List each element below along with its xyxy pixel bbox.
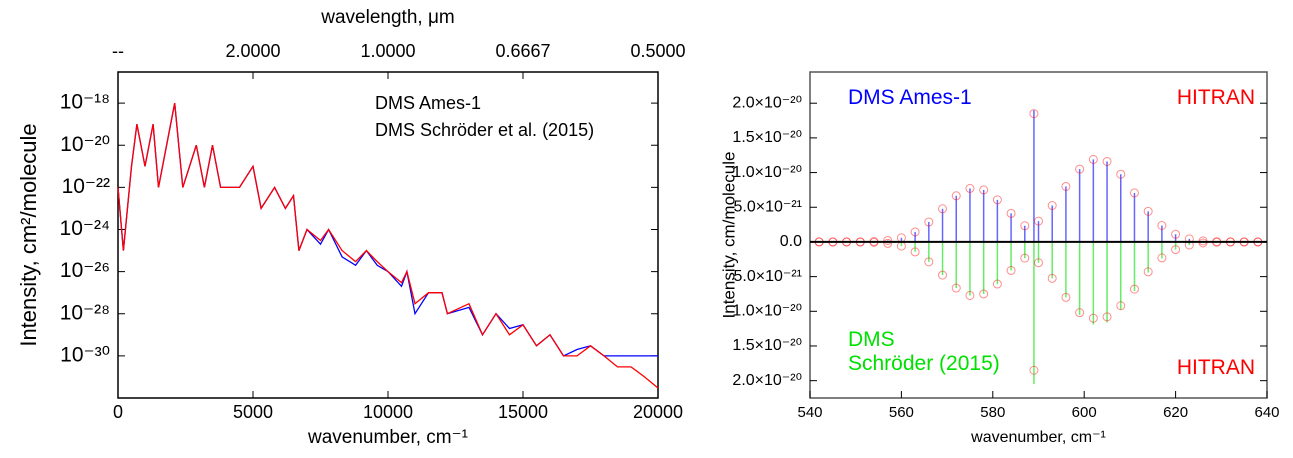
hitran-marker — [1198, 238, 1208, 248]
y-tick-label: 10⁻²⁴ — [60, 217, 110, 240]
x2-tick-label: 0.5000 — [630, 41, 685, 61]
hitran-marker — [883, 238, 893, 248]
hitran-marker — [951, 283, 961, 293]
hitran-marker — [1020, 253, 1030, 263]
x2-tick-label: 1.0000 — [360, 41, 415, 61]
x2-tick-label: 2.0000 — [225, 41, 280, 61]
y-tick-label: 10⁻¹⁸ — [60, 91, 110, 114]
hitran-marker — [924, 257, 934, 267]
y-tick-label: 5.0×10⁻²¹ — [734, 198, 802, 215]
x-tick-label: 0 — [113, 402, 123, 422]
plot-frame — [809, 71, 1268, 399]
hitran-marker — [1034, 216, 1043, 226]
hitran-marker — [910, 247, 920, 257]
series-label: DMS Ames-1 — [848, 86, 972, 109]
hitran-marker — [1143, 267, 1153, 277]
x-tick-label: 620 — [1163, 404, 1188, 421]
hitran-marker — [992, 279, 1002, 289]
y-tick-label: 5.0×10⁻²¹ — [734, 268, 802, 285]
legend-entry: DMS Ames-1 — [375, 93, 481, 113]
hitran-marker — [1047, 201, 1057, 211]
y-tick-label: 10⁻²⁰ — [60, 133, 110, 156]
hitran-marker — [1171, 245, 1181, 255]
series-line — [117, 102, 659, 389]
series-line — [117, 102, 658, 357]
hitran-marker — [979, 185, 989, 195]
hitran-marker — [938, 204, 948, 214]
hitran-marker — [1088, 154, 1098, 164]
x-tick-label: 15000 — [498, 402, 548, 422]
y-tick-label: 2.0×10⁻²⁰ — [732, 372, 802, 389]
hitran-marker — [992, 195, 1002, 205]
hitran-marker — [1157, 253, 1167, 263]
x-tick-label: 10000 — [363, 402, 413, 422]
y-tick-label: 2.0×10⁻²⁰ — [732, 94, 802, 111]
hitran-marker — [1006, 265, 1016, 275]
x-tick-label: 560 — [889, 404, 914, 421]
hitran-marker — [1029, 109, 1039, 119]
hitran-marker — [1102, 156, 1112, 166]
legend-entry: DMS Schröder et al. (2015) — [375, 120, 594, 140]
hitran-marker — [883, 235, 893, 245]
hitran-marker — [979, 289, 989, 299]
hitran-marker — [1129, 188, 1139, 198]
series-label: HITRAN — [1176, 86, 1255, 109]
y-tick-label: 1.0×10⁻²⁰ — [732, 303, 802, 320]
x-tick-label: 640 — [1254, 404, 1279, 421]
hitran-marker — [1034, 258, 1043, 268]
series-label: DMS Schröder (2015) — [848, 328, 1000, 375]
y-tick-label: 10⁻³⁰ — [60, 343, 110, 366]
hitran-marker — [1116, 169, 1126, 179]
hitran-marker — [924, 217, 934, 227]
hitran-marker — [1116, 301, 1126, 311]
x-tick-label: 540 — [797, 404, 822, 421]
hitran-marker — [1029, 365, 1039, 375]
y-axis-label: Intensity, cm/molecule — [719, 152, 738, 319]
hitran-marker — [1088, 313, 1098, 323]
hitran-marker — [1006, 208, 1016, 218]
hitran-marker — [965, 183, 975, 193]
x-tick-label: 5000 — [233, 402, 273, 422]
x-axis-label: wavenumber, cm⁻¹ — [970, 429, 1106, 446]
x-axis-label: wavenumber, cm⁻¹ — [307, 427, 468, 448]
hitran-marker — [1075, 164, 1085, 174]
hitran-marker — [1102, 312, 1112, 322]
x-tick-label: 600 — [1072, 404, 1097, 421]
y-tick-label: 10⁻²⁸ — [60, 301, 110, 324]
hitran-marker — [1198, 236, 1208, 246]
y-tick-label: 1.5×10⁻²⁰ — [732, 337, 802, 354]
y-tick-label: 0.0 — [780, 233, 802, 250]
hitran-marker — [1061, 292, 1071, 302]
x2-axis-label: wavelength, μm — [320, 7, 454, 28]
y-tick-label: 1.0×10⁻²⁰ — [732, 164, 802, 181]
x2-tick-label: -- — [112, 41, 124, 61]
hitran-marker — [1075, 308, 1085, 318]
hitran-marker — [910, 227, 920, 237]
x-tick-label: 580 — [980, 404, 1005, 421]
hitran-marker — [1171, 229, 1181, 239]
hitran-marker — [1047, 273, 1057, 283]
hitran-marker — [1061, 181, 1071, 191]
x-tick-label: 20000 — [633, 402, 683, 422]
x2-tick-label: 0.6667 — [495, 41, 550, 61]
hitran-marker — [938, 270, 948, 280]
series-label: HITRAN — [1176, 356, 1255, 379]
y-tick-label: 10⁻²² — [62, 175, 110, 198]
hitran-marker — [1020, 221, 1030, 231]
y-axis-label: Intensity, cm²/molecule — [16, 123, 41, 346]
y-tick-label: 10⁻²⁶ — [60, 259, 110, 282]
hitran-marker — [965, 290, 975, 300]
y-tick-label: 1.5×10⁻²⁰ — [732, 129, 802, 146]
hitran-marker — [1129, 284, 1139, 294]
hitran-marker — [1143, 206, 1153, 216]
hitran-marker — [951, 191, 961, 201]
hitran-marker — [1157, 220, 1167, 230]
